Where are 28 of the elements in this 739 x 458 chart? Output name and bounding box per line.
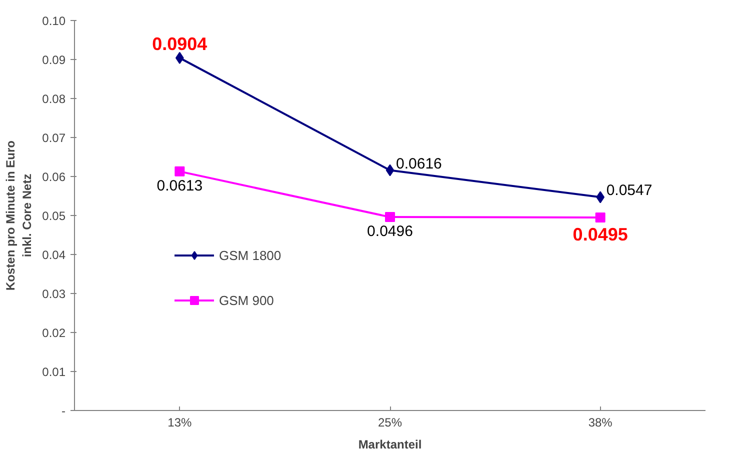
legend-label: GSM 1800 (219, 248, 282, 262)
y-tick-label: 0.02 (42, 326, 66, 340)
y-tick-label: 0.09 (42, 53, 66, 67)
legend-label: GSM 900 (219, 292, 274, 308)
y-tick-label: 0.03 (42, 287, 66, 301)
annotation: 0.0904 (152, 34, 208, 54)
y-axis-title: Kosten pro Minute in Euro inkl. Core Netz (3, 140, 34, 290)
y-tick-label: 0.01 (42, 365, 66, 379)
x-tick-label: 13% (168, 416, 192, 430)
y-tick-label: - (62, 404, 66, 418)
y-tick-label: 0.06 (42, 170, 66, 184)
data-label: 0.0547 (606, 182, 652, 200)
point (386, 164, 394, 176)
y-tick-label: 0.08 (42, 92, 66, 106)
data-label: 0.0616 (396, 155, 442, 172)
point (174, 166, 185, 176)
point (595, 212, 606, 222)
x-axis-title: Marktanteil (358, 438, 422, 452)
point (385, 212, 395, 222)
data-label: 0.0496 (367, 223, 413, 240)
annotation: 0.0495 (572, 224, 628, 244)
y-tick-label: 0.10 (42, 14, 66, 28)
y-tick-label: 0.04 (42, 248, 66, 262)
y-tick-label: 0.05 (42, 209, 66, 223)
data-label: 0.0613 (156, 177, 203, 194)
y-tick-label: 0.07 (42, 131, 66, 145)
x-tick-label: 38% (588, 416, 613, 430)
x-tick-label: 25% (378, 416, 402, 430)
